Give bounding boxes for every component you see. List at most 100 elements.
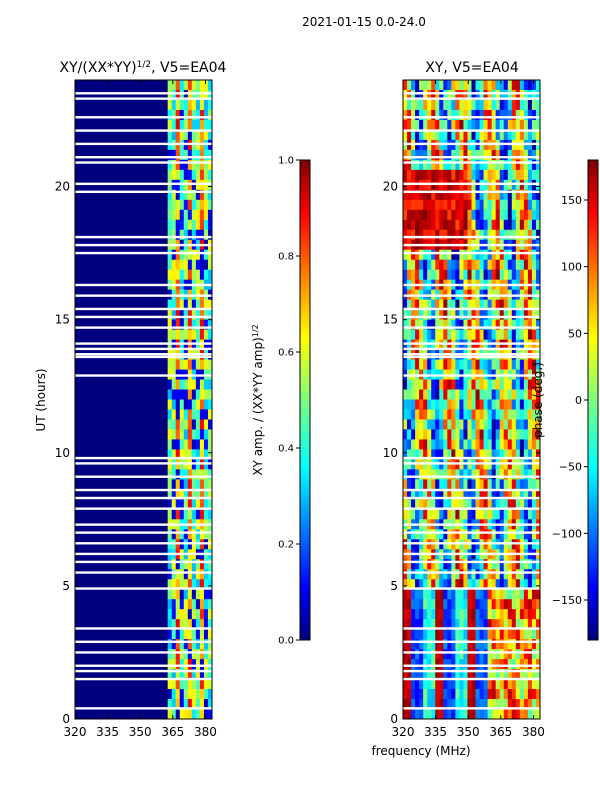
right-heatmap-cell: [503, 419, 509, 430]
left-x-tick-label: 365: [161, 725, 184, 739]
right-heatmap-cell: [419, 399, 424, 410]
left-flagged-row: [75, 235, 212, 239]
right-heatmap-cell: [455, 209, 460, 221]
right-heatmap-cell: [439, 269, 444, 281]
right-heatmap-cell: [495, 169, 501, 181]
right-heatmap-cell: [503, 429, 509, 440]
right-heatmap-cell: [503, 599, 509, 610]
right-heatmap-cell: [523, 80, 529, 91]
left-heatmap-cell: [179, 409, 185, 420]
right-heatmap-cell: [507, 469, 513, 480]
right-heatmap-cell: [491, 669, 497, 680]
right-heatmap-cell: [531, 579, 537, 590]
left-heatmap-cell: [199, 299, 205, 311]
right-heatmap-cell: [435, 329, 440, 340]
right-heatmap-cell: [463, 699, 468, 710]
left-heatmap-cell: [195, 669, 201, 680]
left-heatmap-cell: [183, 359, 189, 370]
left-heatmap-cell: [195, 329, 201, 340]
right-heatmap-cell: [439, 479, 444, 490]
left-heatmap-cell: [171, 619, 177, 630]
right-heatmap-cell: [535, 639, 541, 650]
right-heatmap-cell: [479, 689, 484, 700]
right-flagged-row: [403, 142, 540, 146]
right-heatmap-cell: [519, 499, 525, 510]
right-heatmap-cell: [523, 429, 529, 440]
right-heatmap-cell: [455, 469, 460, 480]
right-heatmap-cell: [431, 429, 436, 440]
right-heatmap-cell: [411, 659, 416, 670]
left-heatmap-cell: [207, 489, 213, 500]
right-heatmap-cell: [447, 379, 452, 390]
left-heatmap-cell: [199, 499, 205, 510]
right-heatmap-cell: [503, 649, 509, 660]
left-heatmap-cell: [195, 679, 201, 690]
right-heatmap-cell: [447, 259, 452, 271]
left-heatmap-cell: [187, 409, 193, 420]
right-heatmap-cell: [527, 489, 533, 500]
right-heatmap-cell: [439, 89, 444, 101]
right-heatmap-cell: [411, 309, 416, 321]
left-heatmap-cell: [179, 199, 185, 211]
right-heatmap-cell: [523, 149, 529, 161]
left-colorbar-tick-label: 0.0: [278, 636, 294, 647]
left-y-tick-label: 20: [55, 180, 70, 194]
right-x-tick-label: 335: [424, 725, 447, 739]
right-heatmap-cell: [527, 99, 533, 111]
right-heatmap-cell: [407, 149, 412, 161]
right-heatmap-cell: [447, 489, 452, 500]
right-heatmap-cell: [483, 139, 489, 151]
right-heatmap-cell: [423, 679, 428, 690]
right-heatmap-cell: [435, 169, 440, 181]
right-heatmap-cell: [463, 359, 468, 370]
right-heatmap-cell: [451, 669, 456, 680]
right-heatmap-cell: [487, 119, 493, 131]
left-heatmap-cell: [187, 639, 193, 650]
right-heatmap-cell: [443, 89, 448, 101]
right-heatmap-cell: [431, 619, 436, 630]
right-heatmap-cell: [483, 329, 489, 340]
left-heatmap-cell: [203, 319, 209, 331]
left-heatmap-cell: [183, 119, 189, 131]
left-flagged-row: [75, 294, 212, 297]
right-heatmap-cell: [407, 119, 412, 131]
right-heatmap-cell: [523, 559, 529, 570]
left-heatmap-cell: [167, 589, 173, 600]
left-heatmap-cell: [167, 489, 173, 500]
left-heatmap-cell: [171, 419, 177, 430]
right-heatmap-cell: [523, 569, 529, 580]
right-heatmap-cell: [491, 559, 497, 570]
left-heatmap-cell: [179, 149, 185, 161]
left-heatmap-cell: [199, 169, 205, 181]
left-heatmap-cell: [191, 129, 197, 141]
right-heatmap-cell: [415, 80, 420, 91]
right-heatmap-cell: [447, 699, 452, 710]
left-heatmap-cell: [175, 89, 181, 101]
right-heatmap-cell: [491, 409, 497, 420]
right-heatmap-cell: [507, 649, 513, 660]
right-heatmap-cell: [467, 389, 472, 400]
left-heatmap-cell: [207, 449, 213, 460]
right-heatmap-cell: [535, 80, 541, 91]
right-heatmap-cell: [503, 469, 509, 480]
left-flagged-row: [75, 182, 212, 186]
right-heatmap-cell: [471, 80, 476, 91]
right-heatmap-cell: [463, 119, 468, 131]
right-heatmap-cell: [439, 449, 444, 460]
right-heatmap-cell: [535, 119, 541, 131]
right-heatmap-cell: [507, 249, 513, 261]
right-heatmap-cell: [443, 689, 448, 700]
left-heatmap-cell: [203, 479, 209, 490]
right-heatmap-cell: [435, 419, 440, 430]
left-heatmap-cell: [175, 629, 181, 640]
left-heatmap-cell: [191, 399, 197, 410]
left-heatmap-cell: [167, 619, 173, 630]
left-heatmap-cell: [187, 80, 193, 91]
right-heatmap-cell: [527, 559, 533, 570]
right-heatmap-cell: [499, 569, 505, 580]
left-heatmap-cell: [191, 209, 197, 221]
left-heatmap-cell: [195, 479, 201, 490]
right-heatmap-cell: [523, 449, 529, 460]
right-heatmap-cell: [515, 399, 521, 410]
right-heatmap-cell: [531, 469, 537, 480]
